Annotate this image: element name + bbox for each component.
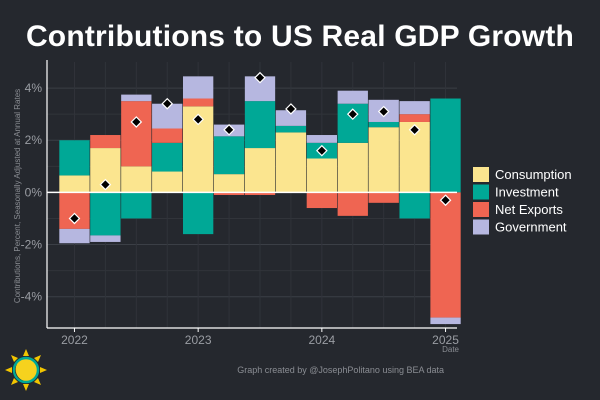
- bar-net-exports: [430, 192, 461, 318]
- bar-government: [337, 90, 368, 104]
- bar-government: [275, 110, 307, 126]
- bar-net-exports: [121, 101, 152, 167]
- total-diamond-marker: [99, 178, 112, 191]
- bar-government: [59, 228, 90, 244]
- bar-consumption: [59, 175, 90, 193]
- chart-title: Contributions to US Real GDP Growth: [25, 20, 575, 53]
- bar-government: [306, 135, 337, 143]
- legend-label: Investment: [495, 185, 559, 200]
- bar-investment: [368, 121, 399, 128]
- y-tick-label: -2%: [21, 238, 43, 252]
- bar-net-exports: [90, 135, 121, 149]
- x-axis-label: Date: [442, 345, 459, 354]
- legend-swatch: [473, 202, 489, 217]
- bar-net-exports: [244, 192, 276, 195]
- bar-consumption: [121, 166, 152, 193]
- total-diamond-marker: [439, 194, 452, 207]
- bars: [59, 76, 461, 325]
- x-tick-label: 2023: [185, 333, 212, 347]
- bar-investment: [244, 101, 276, 149]
- bar-net-exports: [213, 192, 245, 195]
- bar-investment: [90, 192, 121, 236]
- bar-government: [430, 317, 461, 325]
- y-tick-label: 2%: [25, 133, 43, 147]
- bar-consumption: [275, 132, 307, 193]
- total-diamond-marker: [223, 123, 235, 136]
- axes: 4% 2% 0% -2% -4% 2022 2023 2024 2025: [21, 60, 459, 347]
- bar-net-exports: [183, 98, 214, 107]
- total-diamond-marker: [254, 71, 266, 84]
- legend-swatch: [473, 219, 489, 235]
- bar-investment: [399, 192, 430, 219]
- total-diamond-marker: [346, 108, 359, 121]
- bar-investment: [275, 125, 307, 133]
- legend-label: Consumption: [495, 167, 572, 182]
- total-diamond-marker: [192, 113, 205, 126]
- bar-government: [121, 94, 152, 102]
- bar-consumption: [213, 174, 245, 193]
- bar-consumption: [306, 158, 337, 193]
- total-diamond-marker: [68, 212, 81, 225]
- legend-swatch: [473, 184, 489, 200]
- total-diamond-marker: [130, 116, 143, 128]
- credit-text: Graph created by @JosephPolitano using B…: [237, 365, 444, 375]
- bar-investment: [121, 192, 152, 219]
- total-diamond-marker: [377, 105, 390, 118]
- bar-consumption: [337, 142, 368, 193]
- legend-swatch: [473, 167, 489, 182]
- bar-investment: [430, 98, 461, 193]
- total-markers: [68, 71, 452, 225]
- bar-consumption: [244, 148, 276, 193]
- bar-government: [183, 76, 214, 99]
- bar-investment: [59, 140, 90, 176]
- bar-net-exports: [306, 192, 337, 209]
- y-tick-label: 4%: [25, 81, 43, 95]
- bar-net-exports: [152, 128, 183, 143]
- x-tick-label: 2024: [308, 333, 335, 347]
- x-tick-label: 2025: [432, 333, 459, 347]
- y-axis-label: Contributions, Percent, Seasonally Adjus…: [13, 89, 22, 303]
- legend-label: Net Exports: [495, 202, 563, 217]
- legend-label: Government: [495, 220, 567, 235]
- bar-investment: [183, 192, 214, 235]
- total-diamond-marker: [285, 103, 297, 115]
- y-tick-label: -4%: [21, 290, 43, 304]
- bar-net-exports: [337, 192, 368, 216]
- bar-investment: [213, 136, 245, 175]
- bar-consumption: [368, 127, 399, 193]
- x-tick-label: 2022: [61, 333, 88, 347]
- bar-net-exports: [368, 192, 399, 203]
- total-diamond-marker: [408, 123, 421, 136]
- bar-government: [90, 235, 121, 242]
- bar-investment: [152, 142, 183, 172]
- total-diamond-marker: [315, 144, 328, 157]
- y-tick-label: 0%: [25, 185, 43, 199]
- total-diamond-marker: [161, 97, 174, 110]
- bar-consumption: [152, 171, 183, 193]
- sun-logo-icon: [5, 349, 47, 391]
- legend: Consumption Investment Net Exports Governme…: [473, 167, 572, 235]
- bar-net-exports: [399, 114, 430, 122]
- bar-government: [399, 101, 430, 115]
